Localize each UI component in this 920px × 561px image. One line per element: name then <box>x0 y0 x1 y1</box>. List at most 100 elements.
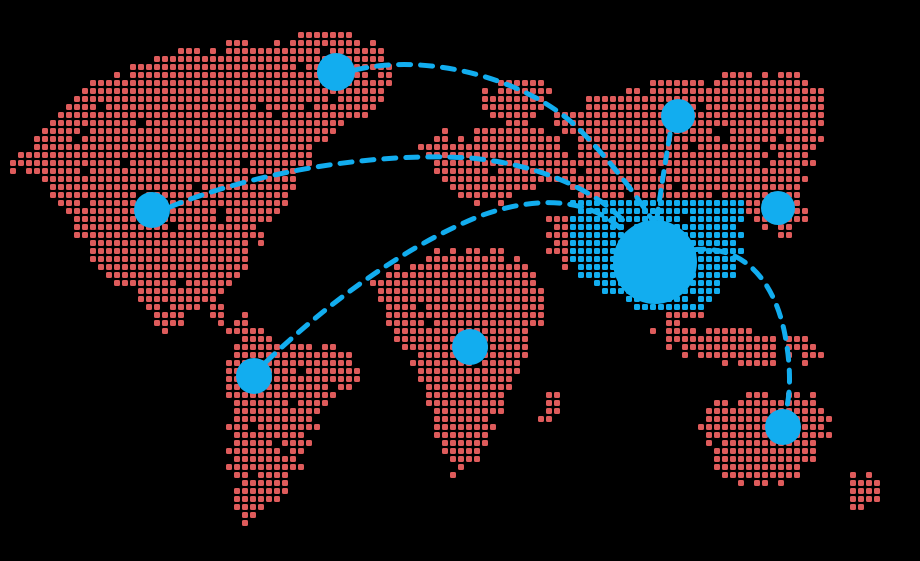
map-dot <box>122 280 128 286</box>
map-dot <box>714 208 720 214</box>
map-dot <box>362 56 368 62</box>
map-dot <box>354 40 360 46</box>
map-dot <box>698 296 704 302</box>
map-dot <box>234 360 240 366</box>
map-dot <box>242 136 248 142</box>
map-dot <box>722 328 728 334</box>
map-dot <box>514 120 520 126</box>
map-dot <box>330 128 336 134</box>
map-dot <box>506 264 512 270</box>
map-dot <box>578 200 584 206</box>
map-dot <box>522 120 528 126</box>
map-dot <box>466 368 472 374</box>
map-dot <box>122 264 128 270</box>
map-dot <box>794 144 800 150</box>
map-dot <box>210 136 216 142</box>
map-dot <box>114 88 120 94</box>
map-dot <box>514 264 520 270</box>
map-dot <box>738 408 744 414</box>
map-dot <box>106 160 112 166</box>
map-dot <box>154 160 160 166</box>
map-dot <box>738 184 744 190</box>
map-dot <box>106 240 112 246</box>
map-dot <box>738 424 744 430</box>
location-marker-australia-hub[interactable] <box>765 409 801 445</box>
location-marker-russia-hub[interactable] <box>661 99 695 133</box>
map-dot <box>154 312 160 318</box>
map-dot <box>338 88 344 94</box>
location-marker-south-asia-hub[interactable] <box>613 220 697 304</box>
map-dot <box>330 88 336 94</box>
map-dot <box>642 144 648 150</box>
map-dot <box>98 160 104 166</box>
map-dot <box>706 296 712 302</box>
map-dot <box>106 104 112 110</box>
map-dot <box>98 256 104 262</box>
map-dot <box>250 120 256 126</box>
location-marker-east-asia-hub[interactable] <box>761 191 795 225</box>
map-dot <box>522 80 528 86</box>
map-dot <box>210 112 216 118</box>
map-dot <box>154 56 160 62</box>
map-dot <box>242 472 248 478</box>
map-dot <box>298 104 304 110</box>
map-dot <box>730 416 736 422</box>
map-dot <box>290 352 296 358</box>
map-dot <box>354 48 360 54</box>
map-dot <box>122 216 128 222</box>
map-dot <box>770 360 776 366</box>
map-dot <box>226 216 232 222</box>
map-dot <box>442 272 448 278</box>
map-dot <box>258 352 264 358</box>
map-dot <box>26 160 32 166</box>
map-dot <box>706 272 712 278</box>
location-marker-africa-hub[interactable] <box>452 329 488 365</box>
map-dot <box>298 40 304 46</box>
map-dot <box>26 152 32 158</box>
map-dot <box>138 64 144 70</box>
map-dot <box>258 416 264 422</box>
map-dot <box>274 128 280 134</box>
map-dot <box>498 280 504 286</box>
map-dot <box>730 424 736 430</box>
map-dot <box>162 64 168 70</box>
map-dot <box>522 144 528 150</box>
map-dot <box>618 232 624 238</box>
map-dot <box>378 96 384 102</box>
map-dot <box>466 456 472 462</box>
map-dot <box>514 144 520 150</box>
map-dot <box>74 120 80 126</box>
map-dot <box>722 440 728 446</box>
map-dot <box>706 288 712 294</box>
map-dot <box>562 240 568 246</box>
map-dot <box>482 360 488 366</box>
map-dot <box>666 176 672 182</box>
map-dot <box>218 56 224 62</box>
location-marker-north-america-hub[interactable] <box>134 192 170 228</box>
map-dot <box>546 152 552 158</box>
map-dot <box>802 408 808 414</box>
map-dot <box>306 160 312 166</box>
location-marker-greenland-hub[interactable] <box>317 53 355 91</box>
map-dot <box>234 184 240 190</box>
map-dot <box>618 144 624 150</box>
map-dot <box>58 112 64 118</box>
map-dot <box>794 448 800 454</box>
map-dot <box>746 416 752 422</box>
map-dot <box>522 304 528 310</box>
map-dot <box>562 120 568 126</box>
map-dot <box>778 128 784 134</box>
map-dot <box>178 152 184 158</box>
map-dot <box>770 120 776 126</box>
map-dot <box>474 256 480 262</box>
map-dot <box>522 336 528 342</box>
map-dot <box>802 208 808 214</box>
map-dot <box>474 248 480 254</box>
map-dot <box>794 176 800 182</box>
location-marker-south-america-hub[interactable] <box>236 358 272 394</box>
map-dot <box>610 112 616 118</box>
map-dot <box>98 144 104 150</box>
map-dot <box>506 368 512 374</box>
map-dot <box>626 112 632 118</box>
map-dot <box>490 384 496 390</box>
